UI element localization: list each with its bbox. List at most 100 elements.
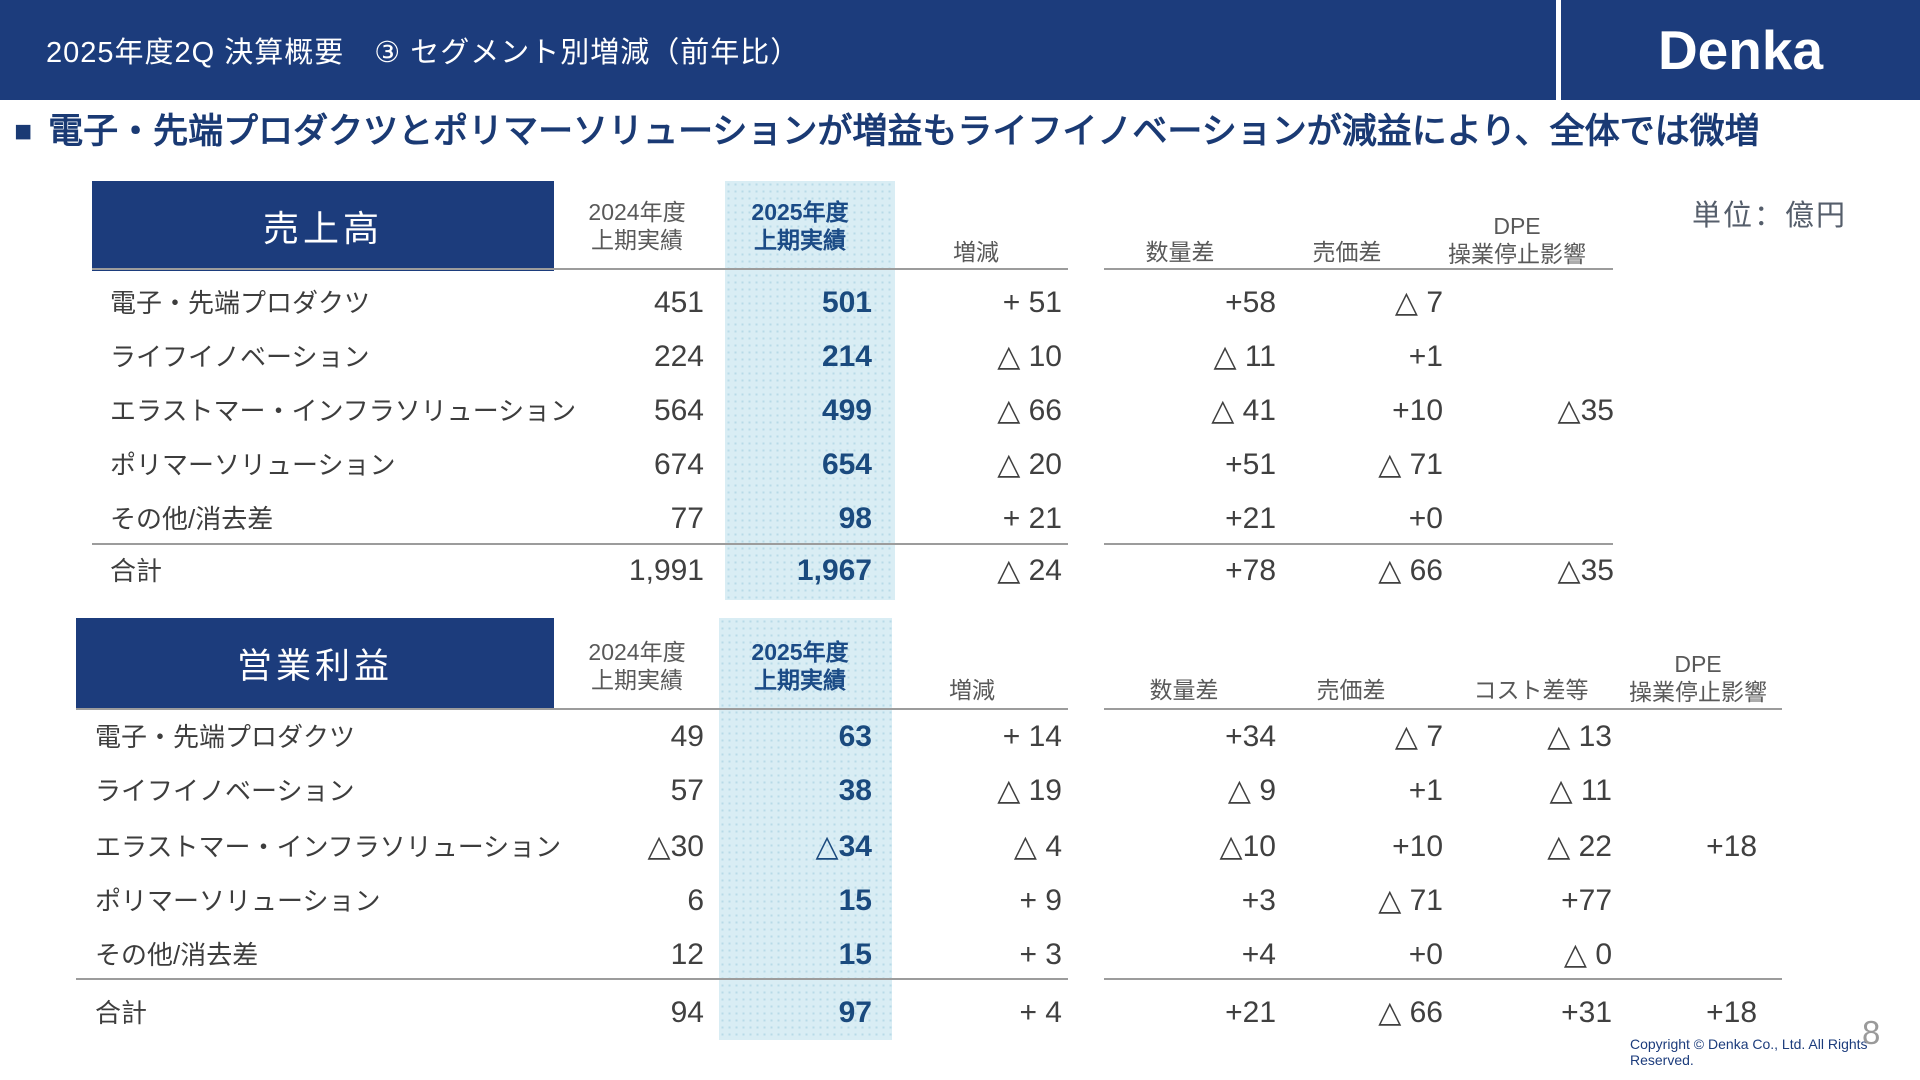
slide-title: 2025年度2Q 決算概要 ③ セグメント別増減（前年比） xyxy=(46,37,801,69)
cell-price: △ 71 xyxy=(1378,448,1443,481)
cell-2025: 97 xyxy=(838,996,872,1029)
cell-cost: △ 22 xyxy=(1547,830,1612,863)
cell-change: △ 10 xyxy=(997,340,1062,373)
table-row: ポリマーソリューション 674 654 △ 20 +51 △ 71 xyxy=(0,445,1920,485)
profit-2025-highlight-band xyxy=(719,618,892,1040)
cell-change: △ 4 xyxy=(1013,830,1062,863)
row-label: ポリマーソリューション xyxy=(110,450,396,480)
profit-header-rule-left xyxy=(76,708,1068,710)
cell-volume: △ 41 xyxy=(1211,394,1276,427)
headline-text: 電子・先端プロダクツとポリマーソリューションが増益もライフイノベーションが減益に… xyxy=(48,112,1760,151)
sales-col-dpe: DPE 操業停止影響 xyxy=(1448,213,1586,267)
cell-volume: +34 xyxy=(1225,720,1276,753)
table-total-row: 合計 94 97 + 4 +21 △ 66 +31 +18 xyxy=(0,993,1920,1033)
cell-cost: +31 xyxy=(1561,996,1612,1029)
cell-2024: 1,991 xyxy=(628,554,704,587)
cell-change: + 51 xyxy=(1002,286,1062,319)
header-bar: 2025年度2Q 決算概要 ③ セグメント別増減（前年比） Denka xyxy=(0,0,1920,100)
profit-col-price: 売価差 xyxy=(1316,677,1386,703)
cell-2025: 1,967 xyxy=(796,554,872,587)
logo-block: Denka xyxy=(1561,0,1920,100)
cell-2025: 214 xyxy=(821,340,872,373)
sales-total-rule-right xyxy=(1104,543,1613,545)
cell-dpe: +18 xyxy=(1706,830,1757,863)
table-row: ポリマーソリューション 6 15 + 9 +3 △ 71 +77 xyxy=(0,881,1920,921)
cell-change: + 14 xyxy=(1002,720,1062,753)
row-label: その他/消去差 xyxy=(110,504,274,534)
cell-price: △ 71 xyxy=(1378,884,1443,917)
table-row: エラストマー・インフラソリューション 564 499 △ 66 △ 41 +10… xyxy=(0,391,1920,431)
row-label: その他/消去差 xyxy=(95,940,259,970)
profit-total-rule-left xyxy=(76,978,1068,980)
cell-2025: 501 xyxy=(821,286,872,319)
cell-change: △ 66 xyxy=(997,394,1062,427)
page-number: 8 xyxy=(1862,1014,1881,1051)
cell-2024: 77 xyxy=(670,502,704,535)
cell-volume: +4 xyxy=(1241,938,1276,971)
row-label: 合計 xyxy=(110,556,163,586)
cell-change: △ 24 xyxy=(997,554,1062,587)
sales-col-change: 増減 xyxy=(953,239,999,265)
profit-col-2024: 2024年度 上期実績 xyxy=(588,639,686,693)
cell-volume: +78 xyxy=(1225,554,1276,587)
cell-cost: △ 13 xyxy=(1547,720,1612,753)
cell-cost: △ 11 xyxy=(1549,774,1612,807)
profit-header-rule-right xyxy=(1104,708,1782,710)
cell-2025: 98 xyxy=(838,502,872,535)
cell-dpe: +18 xyxy=(1706,996,1757,1029)
row-label: 合計 xyxy=(95,998,148,1028)
cell-2024: △30 xyxy=(647,830,704,863)
cell-2024: 6 xyxy=(687,884,704,917)
cell-price: +10 xyxy=(1392,394,1443,427)
cell-volume: +3 xyxy=(1241,884,1276,917)
cell-2024: 224 xyxy=(653,340,704,373)
cell-price: △ 66 xyxy=(1378,996,1443,1029)
cell-price: +1 xyxy=(1408,340,1443,373)
row-label: エラストマー・インフラソリューション xyxy=(95,832,562,862)
cell-2024: 674 xyxy=(653,448,704,481)
sales-col-price: 売価差 xyxy=(1312,239,1382,265)
table-row: 電子・先端プロダクツ 49 63 + 14 +34 △ 7 △ 13 xyxy=(0,717,1920,757)
cell-price: +0 xyxy=(1408,938,1443,971)
cell-volume: +21 xyxy=(1225,502,1276,535)
sales-header-rule-left xyxy=(92,268,1068,270)
cell-2025: 15 xyxy=(838,884,872,917)
sales-header-rule-right xyxy=(1104,268,1613,270)
sales-col-volume: 数量差 xyxy=(1145,239,1215,265)
row-label: ライフイノベーション xyxy=(95,776,355,806)
profit-col-change: 増減 xyxy=(949,677,995,703)
cell-change: + 4 xyxy=(1019,996,1062,1029)
row-label: 電子・先端プロダクツ xyxy=(110,288,371,318)
table-row: ライフイノベーション 224 214 △ 10 △ 11 +1 xyxy=(0,337,1920,377)
profit-col-volume: 数量差 xyxy=(1149,677,1219,703)
cell-price: +10 xyxy=(1392,830,1443,863)
cell-2025: 63 xyxy=(838,720,872,753)
cell-2025: 15 xyxy=(838,938,872,971)
table-row: その他/消去差 12 15 + 3 +4 +0 △ 0 xyxy=(0,935,1920,975)
denka-logo: Denka xyxy=(1657,19,1824,81)
cell-volume: +58 xyxy=(1225,286,1276,319)
cell-2024: 451 xyxy=(653,286,704,319)
unit-label: 単位：億円 xyxy=(1692,200,1848,232)
profit-col-dpe: DPE 操業停止影響 xyxy=(1629,651,1767,705)
profit-total-rule-right xyxy=(1104,978,1782,980)
cell-2024: 94 xyxy=(670,996,704,1029)
table-row: ライフイノベーション 57 38 △ 19 △ 9 +1 △ 11 xyxy=(0,771,1920,811)
table-row: エラストマー・インフラソリューション △30 △34 △ 4 △10 +10 △… xyxy=(0,827,1920,867)
header-divider xyxy=(1556,0,1561,100)
cell-change: + 9 xyxy=(1019,884,1062,917)
sales-table-title: 売上高 xyxy=(92,181,554,271)
profit-col-2025: 2025年度 上期実績 xyxy=(751,639,849,693)
row-label: エラストマー・インフラソリューション xyxy=(110,396,577,426)
cell-price: +1 xyxy=(1408,774,1443,807)
cell-cost: △ 0 xyxy=(1563,938,1612,971)
sales-col-2024: 2024年度 上期実績 xyxy=(588,199,686,253)
profit-col-cost: コスト差等 xyxy=(1473,677,1589,703)
cell-2025: △34 xyxy=(815,830,872,863)
cell-change: + 21 xyxy=(1002,502,1062,535)
cell-2024: 49 xyxy=(670,720,704,753)
cell-2025: 499 xyxy=(821,394,872,427)
cell-change: + 3 xyxy=(1019,938,1062,971)
cell-volume: △ 11 xyxy=(1213,340,1276,373)
cell-2025: 38 xyxy=(838,774,872,807)
